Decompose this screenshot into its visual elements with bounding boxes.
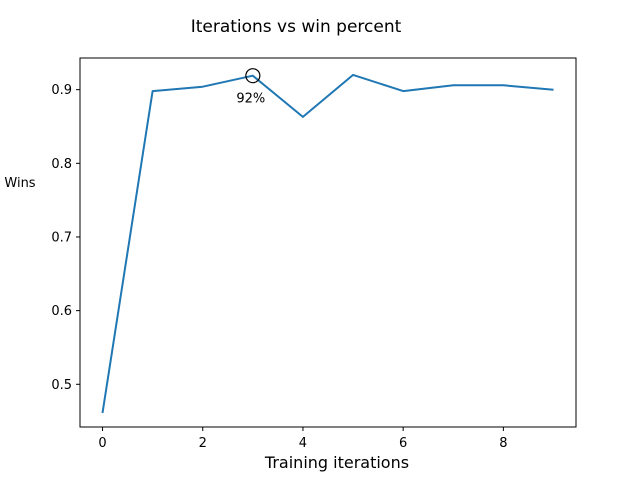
x-axis-label: Training iterations (264, 453, 409, 472)
y-axis-ticks: 0.5 0.6 0.7 0.8 0.9 (51, 83, 80, 393)
x-tick-label: 2 (199, 436, 207, 451)
chart-title: Iterations vs win percent (191, 17, 402, 37)
annotations: 92% (236, 68, 265, 107)
x-tick-label: 6 (399, 436, 407, 451)
y-tick-label: 0.5 (51, 378, 72, 393)
x-axis-ticks: 0 2 4 6 8 (98, 427, 507, 451)
x-tick-label: 4 (299, 436, 307, 451)
annotation-label: 92% (236, 92, 265, 107)
plot-frame (79, 57, 577, 428)
y-tick-label: 0.6 (51, 304, 72, 319)
annotation-marker (245, 68, 261, 84)
y-tick-label: 0.9 (51, 83, 72, 98)
series-line (101, 73, 554, 414)
y-tick-label: 0.7 (51, 230, 72, 245)
y-axis-label: Wins (4, 176, 35, 191)
x-tick-label: 8 (499, 436, 507, 451)
y-tick-label: 0.8 (51, 157, 72, 172)
x-tick-label: 0 (98, 436, 106, 451)
